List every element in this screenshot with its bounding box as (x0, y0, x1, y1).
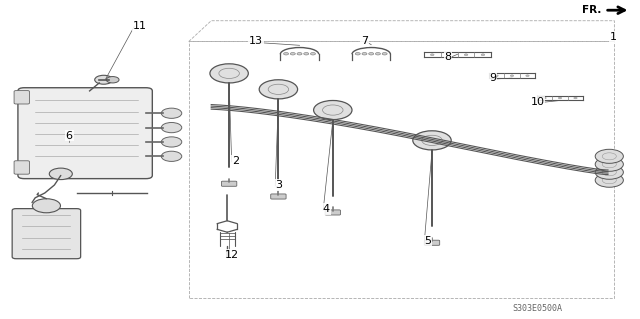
Text: S303E0500A: S303E0500A (513, 304, 563, 313)
Text: FR.: FR. (582, 5, 602, 15)
Circle shape (595, 149, 623, 163)
Circle shape (310, 53, 316, 55)
Text: 9: 9 (489, 73, 497, 83)
Circle shape (161, 122, 182, 133)
Text: 11: 11 (132, 20, 147, 31)
Circle shape (355, 53, 360, 55)
Circle shape (161, 151, 182, 161)
Circle shape (543, 97, 546, 99)
Circle shape (49, 168, 72, 180)
Circle shape (595, 173, 623, 187)
Text: 2: 2 (232, 156, 239, 166)
Circle shape (304, 53, 308, 55)
Circle shape (481, 54, 484, 56)
FancyBboxPatch shape (424, 240, 440, 245)
Circle shape (161, 137, 182, 147)
Circle shape (161, 108, 182, 118)
Text: 8: 8 (444, 52, 452, 63)
FancyBboxPatch shape (14, 91, 29, 104)
FancyBboxPatch shape (18, 88, 152, 179)
Circle shape (495, 75, 498, 77)
FancyBboxPatch shape (271, 194, 286, 199)
Text: 5: 5 (424, 236, 431, 246)
FancyBboxPatch shape (325, 210, 340, 215)
Circle shape (595, 165, 623, 179)
Circle shape (376, 53, 380, 55)
Circle shape (210, 64, 248, 83)
Text: 6: 6 (66, 130, 72, 141)
Text: 10: 10 (531, 97, 545, 107)
Circle shape (382, 53, 387, 55)
Circle shape (447, 54, 451, 56)
Text: 7: 7 (361, 36, 369, 47)
Circle shape (558, 97, 562, 99)
Circle shape (314, 100, 352, 120)
Circle shape (284, 53, 289, 55)
Text: 4: 4 (323, 204, 330, 214)
Text: 13: 13 (249, 36, 263, 47)
Circle shape (431, 54, 434, 56)
FancyBboxPatch shape (14, 161, 29, 174)
Circle shape (526, 75, 529, 77)
Circle shape (595, 157, 623, 171)
Circle shape (574, 97, 577, 99)
Text: 1: 1 (610, 32, 616, 42)
Text: 12: 12 (225, 250, 239, 260)
Circle shape (106, 77, 119, 83)
Circle shape (369, 53, 374, 55)
Circle shape (297, 53, 302, 55)
Circle shape (291, 53, 295, 55)
Circle shape (413, 131, 451, 150)
FancyBboxPatch shape (221, 181, 237, 186)
Circle shape (95, 75, 113, 84)
Text: 3: 3 (275, 180, 282, 190)
Circle shape (362, 53, 367, 55)
Circle shape (510, 75, 514, 77)
Circle shape (259, 80, 298, 99)
Circle shape (33, 199, 61, 213)
FancyBboxPatch shape (12, 209, 81, 259)
Circle shape (464, 54, 468, 56)
